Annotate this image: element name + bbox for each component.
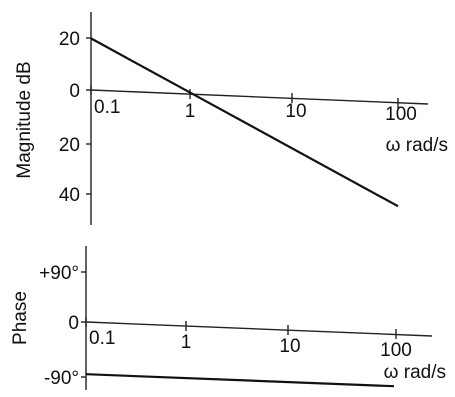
phase-x-tick-label-100: 100 — [380, 340, 412, 361]
magnitude-y-tick-label-minus20: 20 — [59, 135, 80, 156]
phase-y-tick-label-0: 0 — [68, 313, 79, 334]
magnitude-y-axis-label: Magnitude dB — [14, 61, 35, 178]
magnitude-y-tick-label-minus40: 40 — [59, 185, 80, 206]
magnitude-x-tick-label-1: 1 — [185, 101, 196, 122]
phase-y-tick-label-plus90: +90° — [39, 263, 79, 284]
phase-x-tick-label-10: 10 — [279, 336, 300, 357]
phase-x-axis-label: ω rad/s — [384, 362, 446, 383]
phase-series-line — [85, 373, 395, 388]
magnitude-y-tick-label-20: 20 — [59, 29, 80, 50]
magnitude-x-tick-label-0.1: 0.1 — [94, 97, 120, 118]
phase-y-tick-label-minus90: -90° — [44, 368, 79, 389]
phase-x-tick-label-1: 1 — [181, 332, 192, 353]
phase-panel: +90° 0 -90° 0.1 1 10 100 ω rad/s Phase — [10, 246, 446, 390]
magnitude-series-line — [90, 37, 399, 208]
magnitude-x-tick-label-10: 10 — [285, 101, 306, 122]
magnitude-x-tick-label-100: 100 — [385, 104, 417, 125]
magnitude-panel: 20 0 20 40 0.1 1 10 100 ω rad/s Magnitud… — [14, 12, 448, 225]
magnitude-x-axis — [90, 89, 429, 105]
phase-x-tick-label-0.1: 0.1 — [89, 328, 115, 349]
phase-x-axis — [85, 321, 433, 337]
magnitude-y-tick-label-0: 0 — [69, 81, 80, 102]
phase-y-axis-label: Phase — [10, 291, 31, 345]
magnitude-x-axis-label: ω rad/s — [386, 135, 448, 156]
